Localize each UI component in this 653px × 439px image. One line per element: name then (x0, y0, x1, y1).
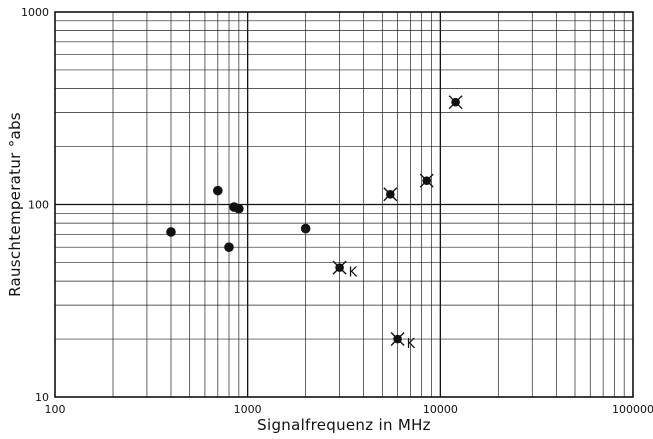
x-tick-label: 1000 (234, 403, 262, 416)
y-tick-label: 100 (28, 199, 49, 212)
data-point-crossed (390, 332, 405, 347)
data-point (224, 242, 234, 253)
data-point-crossed (419, 173, 434, 188)
data-point (166, 227, 176, 237)
x-axis-label: Signalfrequenz in MHz (257, 416, 431, 434)
y-axis-label: Rauschtemperatur °abs (6, 112, 24, 297)
data-point (213, 185, 223, 196)
grid (55, 12, 633, 397)
x-tick-label: 100 (45, 403, 66, 416)
data-point-cross (383, 187, 398, 202)
x-tick-label: 100000 (612, 403, 653, 416)
point-annotation: K (349, 266, 358, 281)
data-point-crossed (332, 260, 347, 275)
y-tick-label: 1000 (21, 6, 49, 19)
data-point (300, 223, 311, 234)
point-annotation: K (407, 337, 416, 352)
plot-frame (54, 11, 634, 398)
y-tick-label: 10 (35, 391, 49, 404)
x-tick-label: 10000 (423, 403, 458, 416)
data-point-crossed (383, 187, 398, 202)
data-point-cross (332, 260, 347, 275)
data-point (234, 203, 244, 214)
data-point-cross (419, 173, 434, 188)
data-point-crossed (448, 95, 463, 110)
data-points: KK (166, 95, 463, 352)
data-point-cross (390, 332, 405, 347)
data-point-cross (448, 95, 463, 110)
